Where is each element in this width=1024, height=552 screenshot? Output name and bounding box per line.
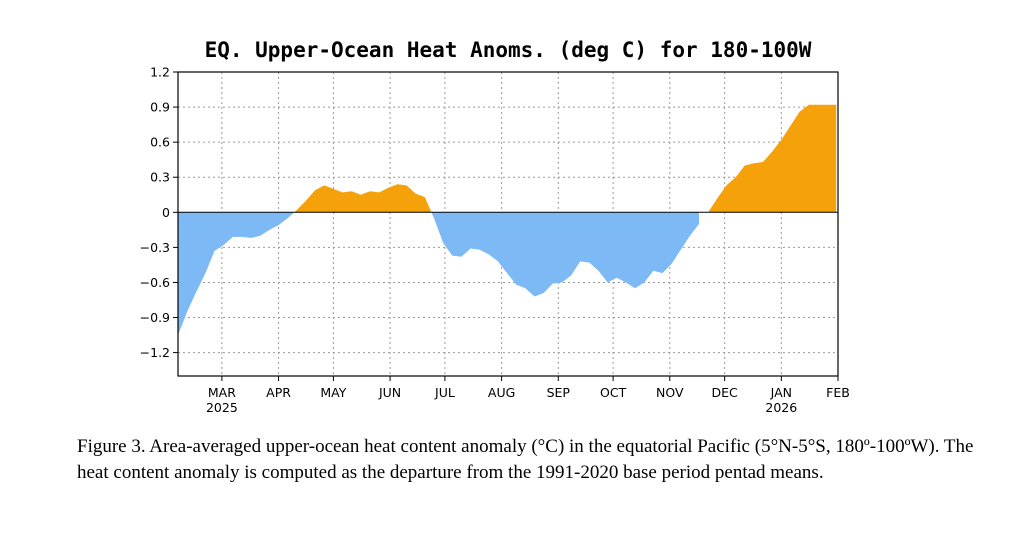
y-tick-label: 0 xyxy=(162,205,170,220)
positive-anomaly-area xyxy=(294,184,432,213)
x-tick-label: SEP xyxy=(547,385,571,400)
x-year-label: 2026 xyxy=(765,400,797,415)
x-year-label: 2025 xyxy=(206,400,238,415)
negative-anomaly-area xyxy=(178,212,295,336)
x-tick-label: NOV xyxy=(656,385,684,400)
x-tick-label: DEC xyxy=(712,385,739,400)
positive-anomaly-area xyxy=(708,104,837,213)
x-tick-label: MAR xyxy=(208,385,236,400)
x-tick-label: JUL xyxy=(434,385,455,400)
x-tick-label: JUN xyxy=(378,385,401,400)
y-tick-label: 0.3 xyxy=(150,170,170,185)
x-tick-label: MAY xyxy=(320,385,346,400)
area-series xyxy=(178,104,837,336)
y-tick-label: −0.9 xyxy=(140,310,170,325)
figure-caption: Figure 3. Area-averaged upper-ocean heat… xyxy=(77,436,974,483)
x-tick-label: OCT xyxy=(600,385,627,400)
x-tick-label: FEB xyxy=(826,385,850,400)
heat-anomaly-chart: EQ. Upper-Ocean Heat Anoms. (deg C) for … xyxy=(140,38,850,415)
y-tick-label: 1.2 xyxy=(150,65,170,80)
x-tick-label: AUG xyxy=(488,385,515,400)
x-tick-label: JAN xyxy=(770,385,792,400)
y-tick-label: −0.6 xyxy=(140,275,170,290)
y-tick-label: 0.6 xyxy=(150,135,170,150)
plot-frame xyxy=(177,71,839,377)
y-tick-label: −0.3 xyxy=(140,240,170,255)
y-tick-label: 0.9 xyxy=(150,100,170,115)
y-tick-label: −1.2 xyxy=(140,345,170,360)
chart-title: EQ. Upper-Ocean Heat Anoms. (deg C) for … xyxy=(205,38,812,62)
y-axis: 1.2 0.9 0.6 0.3 0 −0.3 −0.6 −0.9 −1.2 xyxy=(140,65,178,360)
x-tick-label: APR xyxy=(266,385,291,400)
negative-anomaly-area xyxy=(431,212,700,297)
